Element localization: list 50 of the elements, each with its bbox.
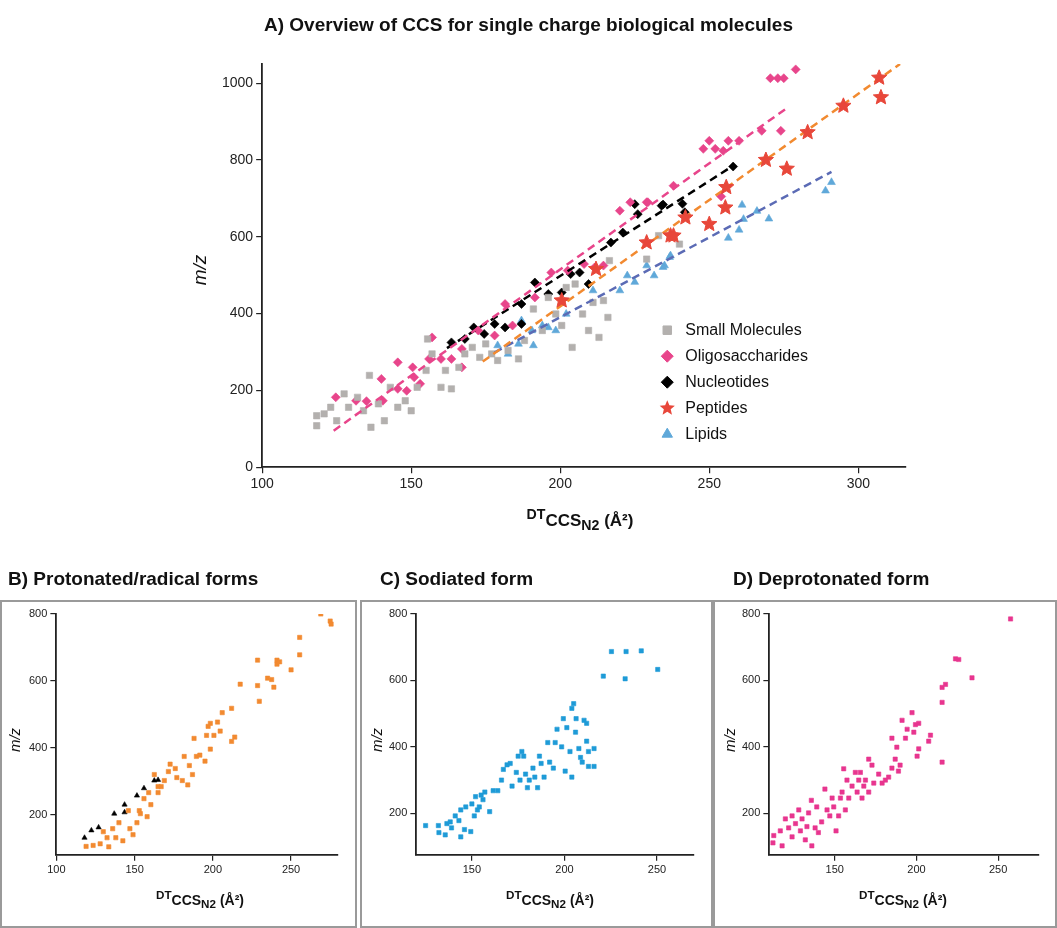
x-tick-label: 300 (846, 475, 871, 492)
chart-title: A) Overview of CCS for single charge biological molecules (263, 14, 794, 36)
x-tick-label: 200 (203, 863, 222, 876)
chart-title: B) Protonated/radical forms (8, 568, 259, 590)
y-tick-label: 400 (741, 739, 761, 752)
y-tick-label: 400 (229, 304, 254, 321)
y-tick-label: 200 (28, 807, 48, 820)
y-axis-title: m/z (720, 727, 738, 753)
y-axis-title: m/z (189, 254, 211, 286)
x-tick-label: 250 (697, 475, 722, 492)
x-tick-label: 250 (281, 863, 301, 876)
y-axis-title: m/z (367, 727, 385, 753)
x-tick-label: 200 (548, 475, 573, 492)
y-tick-label: 800 (388, 607, 408, 620)
x-axis-title: $^{DT}$CCS$_{N2}$ (Å²) (526, 506, 634, 534)
x-tick-label: 200 (907, 863, 926, 876)
x-tick-label: 150 (462, 863, 482, 876)
y-tick-label: 1000 (221, 74, 254, 91)
legend-label: Peptides (685, 398, 748, 416)
x-tick-label: 150 (399, 475, 424, 492)
x-axis-title: $^{DT}$CCS$_{N2}$ (Å²) (505, 888, 595, 911)
y-tick-label: 800 (28, 607, 48, 620)
y-tick-label: 800 (741, 607, 761, 620)
y-axis-title: m/z (5, 727, 23, 753)
y-tick-label: 600 (229, 227, 254, 244)
y-tick-label: 200 (741, 806, 761, 819)
x-tick-label: 200 (555, 863, 574, 876)
legend-label: Small Molecules (685, 320, 802, 338)
legend-label: Nucleotides (685, 372, 769, 390)
x-tick-label: 150 (825, 863, 844, 876)
y-tick-label: 800 (229, 150, 254, 167)
y-tick-label: 400 (388, 739, 408, 752)
x-tick-label: 250 (988, 863, 1008, 876)
chart-title: C) Sodiated form (380, 568, 534, 590)
y-tick-label: 200 (388, 806, 408, 819)
x-tick-label: 250 (647, 863, 667, 876)
x-tick-label: 150 (125, 863, 144, 876)
y-tick-label: 600 (741, 673, 761, 686)
legend-label: Lipids (685, 424, 728, 442)
chart-title: D) Deprotonated form (733, 568, 930, 590)
x-tick-label: 100 (47, 863, 66, 876)
x-axis-title: $^{DT}$CCS$_{N2}$ (Å²) (155, 888, 245, 911)
x-axis-title: $^{DT}$CCS$_{N2}$ (Å²) (858, 888, 948, 911)
y-tick-label: 600 (388, 673, 408, 686)
legend-label: Oligosaccharides (685, 346, 809, 364)
y-tick-label: 600 (28, 673, 48, 686)
x-tick-label: 100 (250, 475, 275, 492)
y-tick-label: 0 (245, 458, 254, 475)
y-tick-label: 400 (28, 740, 48, 753)
y-tick-label: 200 (229, 381, 254, 398)
